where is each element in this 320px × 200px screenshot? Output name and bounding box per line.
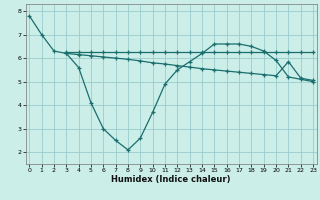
- X-axis label: Humidex (Indice chaleur): Humidex (Indice chaleur): [111, 175, 231, 184]
